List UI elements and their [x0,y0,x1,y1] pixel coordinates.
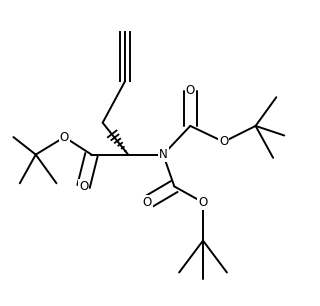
Text: O: O [143,196,152,209]
Text: O: O [198,196,208,209]
Text: O: O [219,135,228,148]
Text: O: O [186,84,195,97]
Text: N: N [159,148,168,161]
Text: O: O [60,131,69,144]
Text: O: O [79,180,88,193]
